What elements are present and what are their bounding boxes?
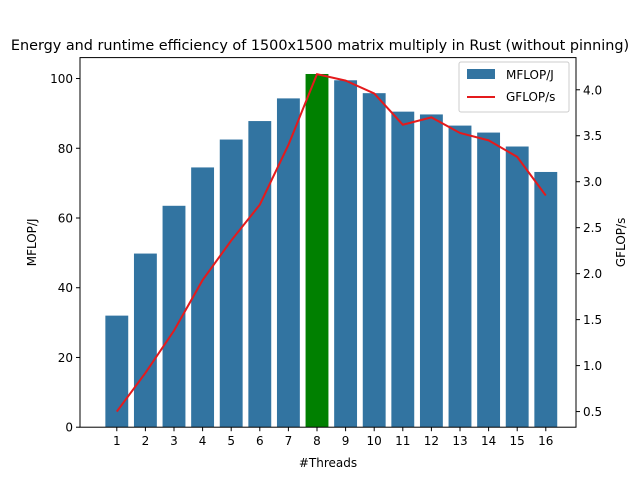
y-tick-label-right-3.5: 3.5 [583, 129, 602, 143]
bar-1 [105, 315, 129, 428]
bar-6 [248, 121, 272, 428]
x-tick-label-14: 14 [481, 434, 496, 448]
x-tick-label-9: 9 [342, 434, 350, 448]
x-tick-label-6: 6 [256, 434, 264, 448]
bar-8 [305, 73, 329, 428]
y-axis-label-left: MFLOP/J [25, 219, 39, 267]
y-tick-label-left-40: 40 [58, 281, 73, 295]
x-tick-label-15: 15 [510, 434, 525, 448]
y-tick-label-right-2: 2.0 [583, 267, 602, 281]
y-axis-label-right: GFLOP/s [614, 218, 628, 267]
y-tick-label-left-60: 60 [58, 211, 73, 225]
bar-2 [133, 253, 157, 428]
bar-4 [191, 167, 215, 428]
x-axis: 1 2 3 4 5 6 7 8 9 10 11 12 13 14 15 16 [113, 427, 553, 448]
y-tick-label-left-100: 100 [50, 72, 73, 86]
bar-9 [334, 80, 358, 428]
bar-series [105, 73, 558, 428]
y-axis-left: 0 20 40 60 80 100 [50, 72, 80, 435]
legend-label-line: GFLOP/s [506, 90, 555, 104]
bar-3 [162, 205, 186, 428]
legend-swatch-bar [467, 69, 495, 79]
x-tick-label-2: 2 [142, 434, 150, 448]
plot-frame [79, 57, 577, 428]
x-tick-label-5: 5 [227, 434, 235, 448]
x-tick-label-16: 16 [538, 434, 553, 448]
bar-11 [391, 111, 415, 428]
y-axis-right: 0.5 1.0 1.5 2.0 2.5 3.0 3.5 4.0 [576, 83, 602, 419]
chart-title: Energy and runtime efficiency of 1500x15… [11, 38, 629, 54]
y-tick-label-right-3: 3.0 [583, 175, 602, 189]
y-tick-label-right-4: 4.0 [583, 83, 602, 97]
legend: MFLOP/J GFLOP/s [458, 61, 570, 113]
bar-15 [505, 146, 529, 428]
bar-14 [477, 132, 501, 428]
x-tick-label-10: 10 [367, 434, 382, 448]
x-tick-label-13: 13 [452, 434, 467, 448]
x-tick-label-3: 3 [170, 434, 178, 448]
x-axis-label: #Threads [299, 456, 357, 470]
y-tick-label-right-1: 1.0 [583, 359, 602, 373]
x-tick-label-11: 11 [395, 434, 410, 448]
y-tick-label-left-80: 80 [58, 142, 73, 156]
line-gflops [115, 72, 547, 413]
x-tick-label-7: 7 [285, 434, 293, 448]
y-tick-label-left-20: 20 [58, 351, 73, 365]
bar-13 [448, 125, 472, 428]
x-tick-label-4: 4 [199, 434, 207, 448]
legend-label-bar: MFLOP/J [506, 68, 554, 82]
bar-12 [419, 114, 443, 428]
x-tick-label-1: 1 [113, 434, 121, 448]
bar-16 [534, 171, 558, 428]
y-tick-label-right-0.5: 0.5 [583, 405, 602, 419]
bar-5 [219, 139, 243, 428]
y-tick-label-right-1.5: 1.5 [583, 313, 602, 327]
y-tick-label-right-2.5: 2.5 [583, 221, 602, 235]
y-tick-label-left-0: 0 [65, 421, 73, 435]
x-tick-label-8: 8 [313, 434, 321, 448]
line-series [115, 72, 547, 413]
bar-10 [362, 93, 386, 428]
x-tick-label-12: 12 [424, 434, 439, 448]
bar-7 [276, 98, 300, 428]
